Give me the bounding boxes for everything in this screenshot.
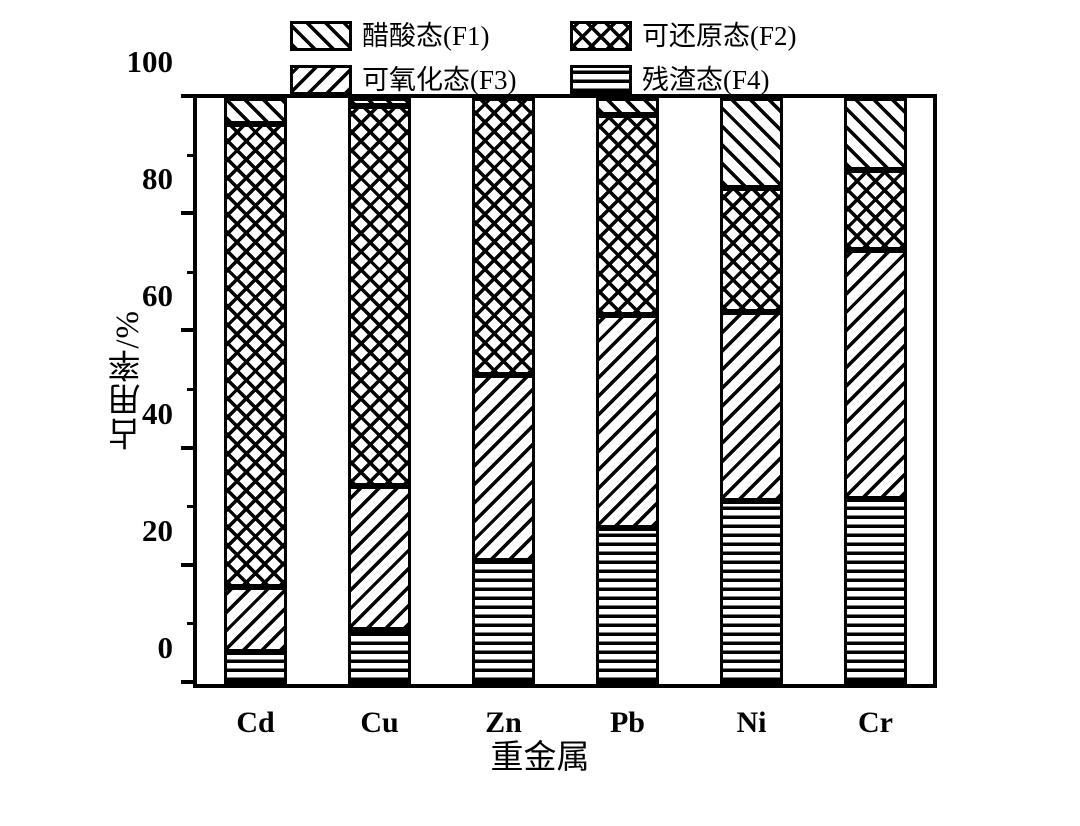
segment-pb-f1[interactable]: [596, 98, 659, 115]
legend-swatch-f3-icon: [290, 65, 352, 95]
x-tick-label-pb: Pb: [609, 706, 645, 739]
segment-zn-f3[interactable]: [472, 375, 535, 561]
x-tick-label-cd: Cd: [236, 706, 275, 739]
legend-swatch-f1-icon: [290, 21, 352, 51]
legend-swatch-f2-icon: [570, 21, 632, 51]
segment-pb-f2[interactable]: [596, 115, 659, 316]
y-tick-major-80: [181, 211, 197, 216]
y-tick-major-20: [181, 562, 197, 567]
y-tick-minor-90: [187, 153, 197, 157]
chart-legend: 醋酸态(F1) 可还原态(F2) 可氧化态(F3) 残渣态(F4): [290, 14, 810, 102]
y-tick-minor-10: [187, 622, 197, 626]
segment-pb-f3[interactable]: [596, 315, 659, 529]
x-tick-label-ni: Ni: [736, 706, 767, 739]
plot-inner: [197, 98, 933, 684]
y-tick-label-40: 40: [142, 395, 173, 431]
y-tick-major-40: [181, 445, 197, 450]
segment-cd-f2[interactable]: [224, 123, 287, 587]
y-tick-minor-30: [187, 505, 197, 509]
y-tick-minor-70: [187, 270, 197, 274]
legend-item-f3: 可氧化态(F3): [290, 65, 526, 95]
segment-ni-f1[interactable]: [720, 98, 783, 188]
x-axis-title: 重金属: [490, 740, 590, 776]
y-tick-minor-50: [187, 388, 197, 391]
plot-area: 0 20 40 60 80 100: [127, 44, 937, 688]
y-tick-label-60: 60: [142, 278, 173, 314]
segment-cu-f3[interactable]: [348, 485, 411, 630]
bar-cd[interactable]: [224, 98, 287, 684]
segment-cr-f4[interactable]: [844, 499, 907, 684]
segment-zn-f4[interactable]: [472, 560, 535, 684]
legend-swatch-f4-icon: [570, 65, 632, 95]
legend-item-f2: 可还原态(F2): [570, 21, 806, 51]
x-tick-label-cr: Cr: [858, 706, 893, 739]
segment-ni-f2[interactable]: [720, 187, 783, 312]
segment-cd-f1[interactable]: [224, 98, 287, 124]
legend-label-f3: 可氧化态(F3): [362, 64, 517, 95]
segment-cd-f4[interactable]: [224, 651, 287, 684]
bar-cu[interactable]: [348, 98, 411, 684]
x-tick-label-zn: Zn: [485, 706, 522, 739]
y-tick-major-0: [181, 680, 197, 684]
bar-cr[interactable]: [844, 98, 907, 684]
y-tick-label-80: 80: [142, 161, 173, 197]
segment-pb-f4[interactable]: [596, 528, 659, 684]
y-tick-label-20: 20: [142, 512, 173, 548]
x-tick-label-cu: Cu: [360, 706, 399, 739]
y-tick-label-100: 100: [126, 44, 174, 79]
segment-zn-f2[interactable]: [472, 98, 535, 376]
legend-label-f2: 可还原态(F2): [642, 20, 797, 51]
legend-item-f1: 醋酸态(F1): [290, 21, 526, 51]
segment-cu-f4[interactable]: [348, 629, 411, 684]
legend-item-f4: 残渣态(F4): [570, 65, 806, 95]
segment-cd-f3[interactable]: [224, 586, 287, 652]
y-tick-major-100: [181, 94, 197, 98]
y-tick-label-0: 0: [157, 630, 174, 665]
segment-ni-f3[interactable]: [720, 311, 783, 501]
segment-ni-f4[interactable]: [720, 500, 783, 684]
segment-cu-f1[interactable]: [348, 98, 411, 106]
bar-zn[interactable]: [472, 98, 535, 684]
legend-label-f1: 醋酸态(F1): [362, 20, 490, 51]
segment-cr-f1[interactable]: [844, 98, 907, 171]
segment-cu-f2[interactable]: [348, 105, 411, 486]
bar-ni[interactable]: [720, 98, 783, 684]
segment-cr-f3[interactable]: [844, 249, 907, 500]
legend-label-f4: 残渣态(F4): [642, 64, 770, 95]
bar-pb[interactable]: [596, 98, 659, 684]
y-tick-major-60: [181, 328, 197, 333]
segment-cr-f2[interactable]: [844, 170, 907, 250]
